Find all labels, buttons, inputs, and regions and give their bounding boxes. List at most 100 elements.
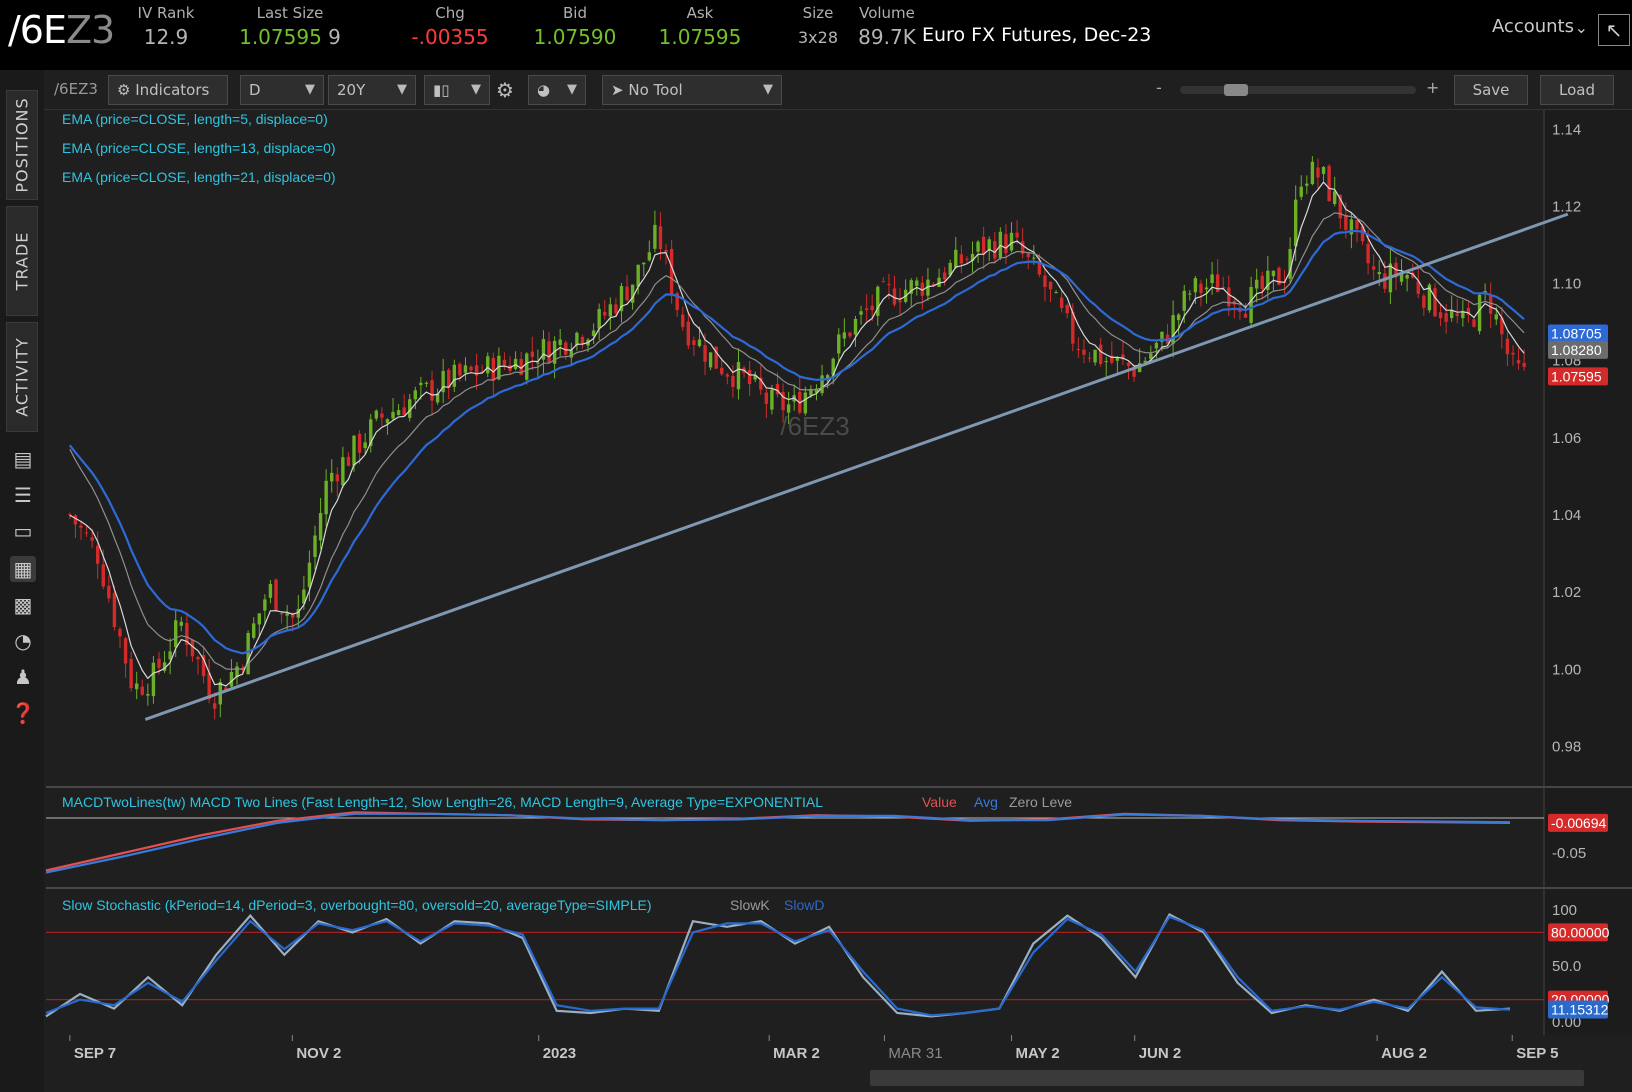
candle-body[interactable] xyxy=(1360,226,1365,242)
candle-body[interactable] xyxy=(931,283,936,285)
help-icon[interactable]: ❓ xyxy=(10,701,36,725)
candle-body[interactable] xyxy=(1243,313,1248,318)
candle-body[interactable] xyxy=(1422,295,1426,308)
aggregation-select[interactable]: D ▼ xyxy=(240,75,324,105)
candle-body[interactable] xyxy=(1110,355,1114,363)
candle-body[interactable] xyxy=(1449,310,1454,319)
candle-body[interactable] xyxy=(291,614,295,618)
candle-body[interactable] xyxy=(190,639,195,657)
candle-body[interactable] xyxy=(1121,354,1125,360)
candle-body[interactable] xyxy=(1054,292,1058,294)
candle-body[interactable] xyxy=(1477,294,1482,332)
candle-body[interactable] xyxy=(1126,362,1131,367)
candle-body[interactable] xyxy=(90,537,94,541)
candle-body[interactable] xyxy=(809,388,813,396)
candle-body[interactable] xyxy=(603,311,607,316)
candle-body[interactable] xyxy=(129,659,133,689)
candle-body[interactable] xyxy=(1093,349,1097,363)
candle-body[interactable] xyxy=(357,433,362,453)
candle-body[interactable] xyxy=(302,589,306,604)
candle-body[interactable] xyxy=(118,628,122,637)
candle-body[interactable] xyxy=(770,389,774,410)
bid[interactable]: Bid 1.07590 xyxy=(533,4,617,49)
candle-body[interactable] xyxy=(926,279,930,296)
candle-body[interactable] xyxy=(658,226,663,250)
chart-symbol[interactable]: /6EZ3 xyxy=(54,80,98,98)
candle-body[interactable] xyxy=(558,339,562,346)
candle-body[interactable] xyxy=(318,513,323,541)
candle-body[interactable] xyxy=(747,369,752,385)
candle-body[interactable] xyxy=(1355,219,1359,230)
candle-body[interactable] xyxy=(79,525,83,528)
candle-body[interactable] xyxy=(68,514,72,516)
accounts-menu[interactable]: Accounts xyxy=(1491,16,1574,37)
candle-body[interactable] xyxy=(101,564,105,587)
candle-body[interactable] xyxy=(642,262,646,265)
candle-body[interactable] xyxy=(959,254,964,264)
candle-body[interactable] xyxy=(1505,338,1510,355)
candle-body[interactable] xyxy=(976,241,980,252)
users-icon[interactable]: ♟ xyxy=(14,665,32,689)
candle-body[interactable] xyxy=(1009,232,1014,251)
candle-body[interactable] xyxy=(575,332,579,346)
candle-body[interactable] xyxy=(146,694,150,696)
candle-body[interactable] xyxy=(753,375,757,380)
candle-body[interactable] xyxy=(346,456,351,466)
ema21-line[interactable] xyxy=(68,229,1525,655)
load-button[interactable]: Load xyxy=(1540,75,1614,105)
candle-body[interactable] xyxy=(385,419,390,424)
candle-body[interactable] xyxy=(981,236,986,255)
candle-body[interactable] xyxy=(497,355,501,380)
candle-body[interactable] xyxy=(580,336,585,344)
candle-body[interactable] xyxy=(285,613,289,616)
candle-body[interactable] xyxy=(697,339,702,347)
candle-body[interactable] xyxy=(530,351,535,357)
candle-body[interactable] xyxy=(848,332,852,337)
candle-body[interactable] xyxy=(201,655,206,677)
candle-body[interactable] xyxy=(112,592,117,628)
candle-body[interactable] xyxy=(185,622,189,646)
candle-body[interactable] xyxy=(1433,288,1437,317)
candle-body[interactable] xyxy=(352,435,356,466)
candle-body[interactable] xyxy=(1149,353,1153,359)
candle-body[interactable] xyxy=(307,562,312,588)
candle-body[interactable] xyxy=(413,390,418,400)
candle-body[interactable] xyxy=(107,585,111,599)
candle-body[interactable] xyxy=(135,683,139,690)
candle-body[interactable] xyxy=(1489,294,1493,314)
candle-body[interactable] xyxy=(870,305,874,311)
candle-body[interactable] xyxy=(263,599,267,611)
candle-body[interactable] xyxy=(692,340,696,345)
candle-body[interactable] xyxy=(675,293,679,310)
candle-body[interactable] xyxy=(619,286,624,312)
candle-body[interactable] xyxy=(1455,313,1459,317)
candle-body[interactable] xyxy=(1305,183,1309,186)
candle-body[interactable] xyxy=(374,410,379,419)
stoch-study-label[interactable]: Slow Stochastic (kPeriod=14, dPeriod=3, … xyxy=(62,897,652,913)
candle-body[interactable] xyxy=(430,380,434,401)
candle-body[interactable] xyxy=(876,286,880,316)
candle-body[interactable] xyxy=(279,612,284,615)
candle-body[interactable] xyxy=(1500,317,1504,335)
candle-body[interactable] xyxy=(1344,214,1348,230)
candle-body[interactable] xyxy=(569,350,574,358)
macd-avg-line[interactable] xyxy=(45,812,1511,874)
candle-body[interactable] xyxy=(369,419,373,447)
trendline[interactable] xyxy=(144,212,1569,721)
candle-body[interactable] xyxy=(1037,260,1042,275)
candle-body[interactable] xyxy=(486,356,490,374)
candle-body[interactable] xyxy=(140,686,144,695)
candle-body[interactable] xyxy=(1015,232,1019,238)
candle-body[interactable] xyxy=(296,608,300,618)
candle-body[interactable] xyxy=(502,359,507,366)
candle-body[interactable] xyxy=(1260,275,1264,290)
candle-body[interactable] xyxy=(965,258,969,260)
candle-body[interactable] xyxy=(775,384,780,395)
candle-body[interactable] xyxy=(84,532,89,534)
candle-body[interactable] xyxy=(1349,219,1354,235)
macd-study-label[interactable]: MACDTwoLines(tw) MACD Two Lines (Fast Le… xyxy=(62,794,823,810)
candle-body[interactable] xyxy=(435,393,440,403)
candle-body[interactable] xyxy=(597,309,601,329)
chevron-down-icon[interactable]: ⌄ xyxy=(1574,18,1588,37)
candle-body[interactable] xyxy=(564,342,568,355)
